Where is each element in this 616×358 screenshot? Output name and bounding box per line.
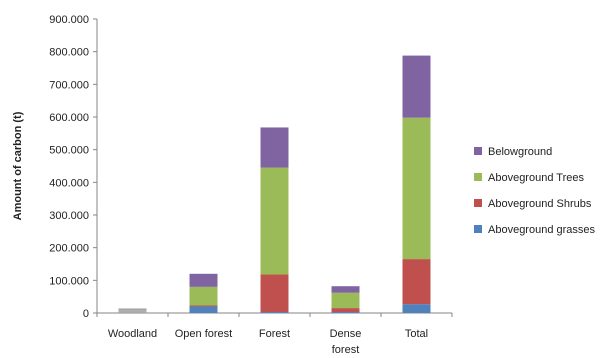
bar-segment [260, 312, 289, 313]
y-tick-label: 200.000 [49, 243, 89, 255]
y-axis-title: Amount of carbon (t) [12, 111, 24, 220]
legend-label: Aboveground Trees [488, 172, 585, 184]
y-tick-label: 500.000 [49, 145, 89, 157]
bar-segment [331, 292, 360, 309]
y-axis-ticks: 0 100.000 200.000 300.000 400.000 500.000 600.… [49, 14, 97, 320]
y-tick-label: 100.000 [49, 275, 89, 287]
x-tick-label: Forest [259, 328, 290, 340]
legend-swatch [474, 225, 482, 233]
bar-segment [189, 286, 218, 306]
legend-swatch [474, 173, 482, 181]
bar-segment [189, 273, 218, 287]
y-tick-label: 700.000 [49, 79, 89, 91]
bar-segment [402, 117, 431, 260]
y-tick-label: 800.000 [49, 47, 89, 59]
x-tick-label: Open forest [175, 328, 232, 340]
y-tick-label: 900.000 [49, 14, 89, 26]
x-tick-label: Total [405, 328, 428, 340]
bar-segment [189, 305, 218, 307]
bar-segment [118, 308, 147, 311]
bar-segment [331, 286, 360, 293]
x-axis-tick-labels: Woodland Open forest Forest Dense forest Tota… [96, 313, 453, 356]
bar-segment [331, 312, 360, 313]
legend-label: Aboveground Shrubs [488, 198, 592, 210]
bar-segment [189, 306, 218, 313]
x-tick-label: Dense forest [330, 328, 362, 356]
bar-segment [402, 55, 431, 118]
bar-segment [118, 310, 147, 312]
bars [118, 55, 431, 313]
bar-segment [331, 308, 360, 313]
y-tick-label: 0 [83, 308, 89, 320]
bar-segment [260, 167, 289, 275]
bar-segment [260, 274, 289, 313]
bar-segment [402, 304, 431, 313]
bar-segment [260, 127, 289, 168]
bar-segment [118, 311, 147, 313]
legend-swatch [474, 199, 482, 207]
y-tick-label: 600.000 [49, 112, 89, 124]
legend-swatch [474, 147, 482, 155]
legend: Belowground Aboveground Trees Aboveground … [474, 146, 596, 236]
bar-segment [402, 259, 431, 305]
y-tick-label: 400.000 [49, 177, 89, 189]
bar-segment [118, 312, 147, 313]
y-tick-label: 300.000 [49, 210, 89, 222]
x-tick-label: Woodland [108, 328, 157, 340]
legend-label: Aboveground grasses [488, 224, 596, 236]
legend-label: Belowground [488, 146, 552, 158]
